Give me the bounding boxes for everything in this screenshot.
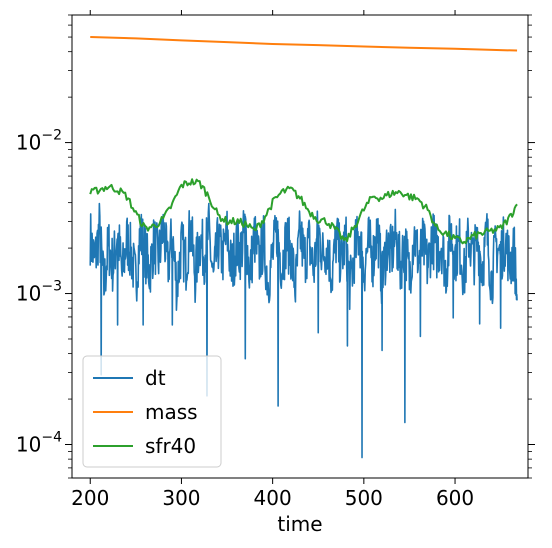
y-tick-label: 10−4 [16,430,62,457]
x-tick-label: 600 [436,486,474,510]
series-layer [89,36,518,459]
series-line-sfr40 [89,178,518,245]
x-axis-label: time [277,512,322,536]
ticks-layer: 200 300 400 500 600 10−4 10−3 10−2 [16,10,535,510]
y-tick-label: 10−3 [16,279,62,306]
x-tick-label: 300 [162,486,200,510]
legend-label-sfr40: sfr40 [145,434,196,458]
series-line-dt [89,202,518,459]
legend-label-mass: mass [145,400,198,424]
legend-label-dt: dt [145,366,166,390]
plot-frame [71,14,529,479]
legend-box [82,355,222,468]
y-tick-label: 10−2 [16,128,62,155]
series-line-mass [90,36,518,52]
x-tick-label: 400 [254,486,292,510]
x-tick-label: 200 [71,486,109,510]
legend: dt mass sfr40 [82,355,222,468]
x-tick-label: 500 [345,486,383,510]
